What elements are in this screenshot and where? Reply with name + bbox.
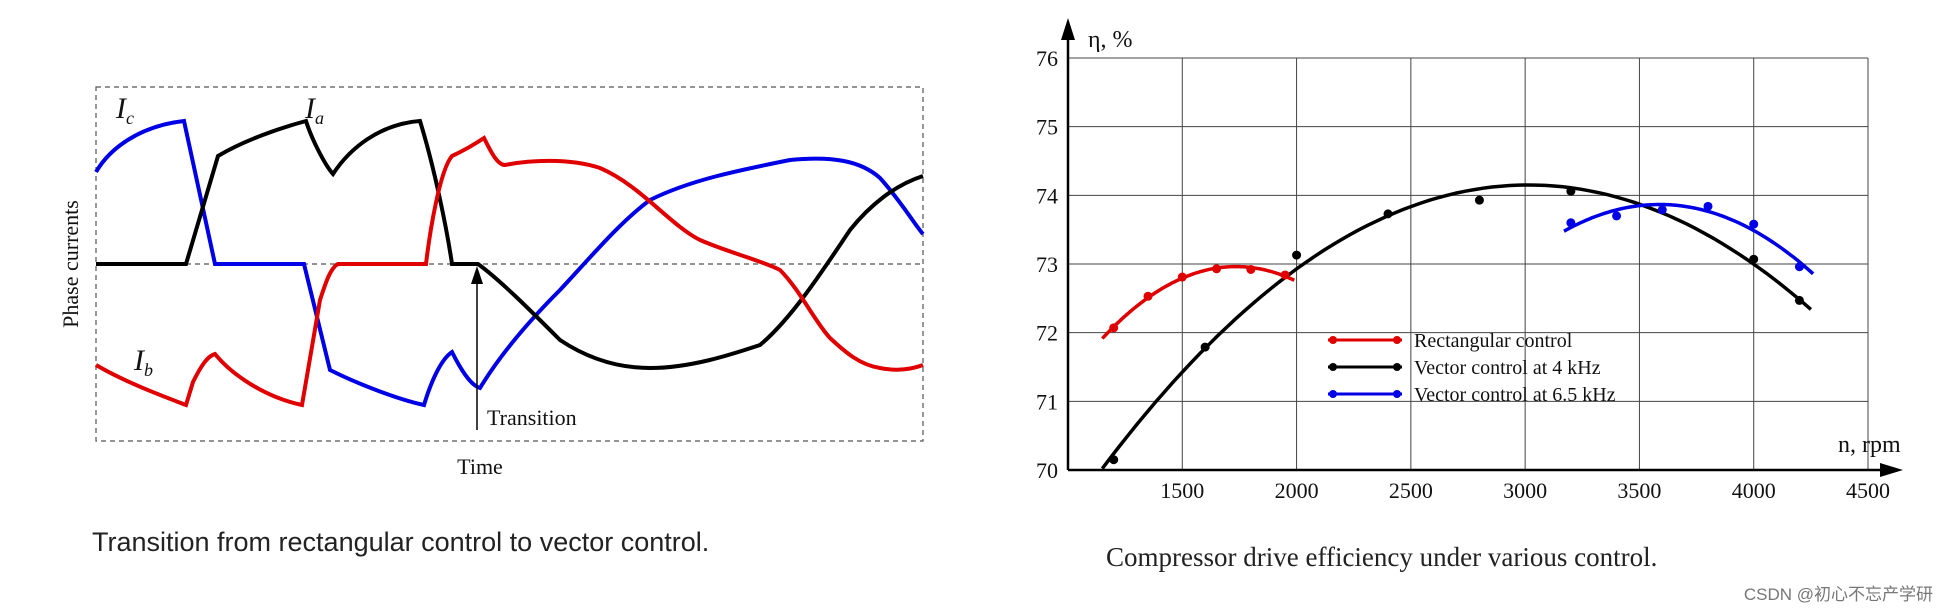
legend-marker-rectangular-2 xyxy=(1393,336,1401,344)
x-tick-label-3500: 3500 xyxy=(1617,478,1661,503)
legend-marker-vector-4khz-2 xyxy=(1393,363,1401,371)
x-axis-arrow xyxy=(1880,463,1903,477)
data-point-0-4 xyxy=(1246,264,1256,274)
series-points xyxy=(1109,186,1804,465)
legend-item-vector-4khz: Vector control at 4 kHz xyxy=(1328,357,1601,379)
right-x-axis-label: n, rpm xyxy=(1838,432,1901,458)
x-tick-label-2000: 2000 xyxy=(1275,478,1319,503)
legend-marker-vector-6khz-2 xyxy=(1393,390,1401,398)
transition-label: Transition xyxy=(487,405,577,430)
data-point-0-0 xyxy=(1109,323,1119,333)
legend-marker-rectangular-1 xyxy=(1329,336,1337,344)
legend: Rectangular control Vector control at 4 … xyxy=(1328,330,1616,406)
series-curve-1 xyxy=(1100,183,1813,470)
x-tick-label-4500: 4500 xyxy=(1846,478,1890,503)
data-point-1-2 xyxy=(1292,250,1302,260)
series-label-ib: Ib xyxy=(133,344,153,380)
series-curves xyxy=(1100,183,1815,470)
y-tick-label-70: 70 xyxy=(1036,458,1058,483)
watermark: CSDN @初心不忘产学研 xyxy=(1744,585,1933,604)
data-point-1-5 xyxy=(1566,186,1576,196)
x-tick-label-2500: 2500 xyxy=(1389,478,1433,503)
legend-marker-vector-6khz-1 xyxy=(1329,390,1337,398)
left-chart: Transition Time Phase currents Ic Ia Ib … xyxy=(58,86,925,557)
y-tick-labels: 70 71 72 73 74 75 76 xyxy=(1036,46,1058,483)
series-ia-curve xyxy=(96,118,924,371)
data-point-1-7 xyxy=(1794,295,1804,305)
data-point-2-2 xyxy=(1657,205,1667,215)
x-tick-label-4000: 4000 xyxy=(1732,478,1776,503)
left-x-axis-label: Time xyxy=(457,454,503,479)
data-point-1-1 xyxy=(1200,342,1210,352)
right-y-axis-label: η, % xyxy=(1088,27,1133,53)
y-tick-label-74: 74 xyxy=(1036,183,1058,208)
data-point-2-0 xyxy=(1566,218,1576,228)
legend-label-rectangular: Rectangular control xyxy=(1414,330,1573,352)
legend-label-vector-4khz: Vector control at 4 kHz xyxy=(1414,357,1601,379)
transition-arrow-head xyxy=(471,266,483,284)
data-point-1-3 xyxy=(1383,209,1393,219)
series-ic-curve xyxy=(94,118,925,408)
legend-label-vector-6khz: Vector control at 6.5 kHz xyxy=(1414,384,1616,406)
data-point-0-5 xyxy=(1280,270,1290,280)
right-chart: 70 71 72 73 74 75 76 1500 2000 2500 3000 3500 4000 4… xyxy=(1036,18,1903,572)
y-tick-label-71: 71 xyxy=(1036,389,1058,414)
y-tick-label-72: 72 xyxy=(1036,321,1058,346)
data-point-2-3 xyxy=(1703,201,1713,211)
y-axis-arrow xyxy=(1061,18,1075,40)
data-point-1-0 xyxy=(1109,455,1119,465)
left-plot-frame xyxy=(95,86,924,442)
grid-lines xyxy=(1068,57,1869,470)
series-label-ia: Ia xyxy=(304,92,324,128)
data-point-0-3 xyxy=(1212,264,1222,274)
legend-item-vector-6khz: Vector control at 6.5 kHz xyxy=(1328,384,1616,406)
series-ib-curve xyxy=(94,135,924,408)
legend-item-rectangular: Rectangular control xyxy=(1328,330,1573,352)
series-label-ic: Ic xyxy=(115,92,134,128)
data-point-2-4 xyxy=(1749,219,1759,229)
legend-marker-vector-4khz-1 xyxy=(1329,363,1337,371)
data-point-2-1 xyxy=(1612,211,1622,221)
x-tick-label-3000: 3000 xyxy=(1503,478,1547,503)
data-point-1-4 xyxy=(1474,195,1484,205)
data-point-2-5 xyxy=(1794,262,1804,272)
left-caption: Transition from rectangular control to v… xyxy=(92,527,709,557)
data-point-0-2 xyxy=(1177,272,1187,282)
axes xyxy=(1061,18,1903,477)
data-point-1-6 xyxy=(1749,254,1759,264)
y-tick-label-73: 73 xyxy=(1036,252,1058,277)
series-curve-0 xyxy=(1101,264,1296,340)
y-tick-label-75: 75 xyxy=(1036,115,1058,140)
y-tick-label-76: 76 xyxy=(1036,46,1058,71)
x-tick-label-1500: 1500 xyxy=(1160,478,1204,503)
x-tick-labels: 1500 2000 2500 3000 3500 4000 4500 xyxy=(1160,478,1890,503)
left-y-axis-label: Phase currents xyxy=(58,200,83,328)
series-curve-2 xyxy=(1563,202,1815,276)
right-caption: Compressor drive efficiency under variou… xyxy=(1106,542,1657,572)
data-point-0-1 xyxy=(1143,291,1153,301)
